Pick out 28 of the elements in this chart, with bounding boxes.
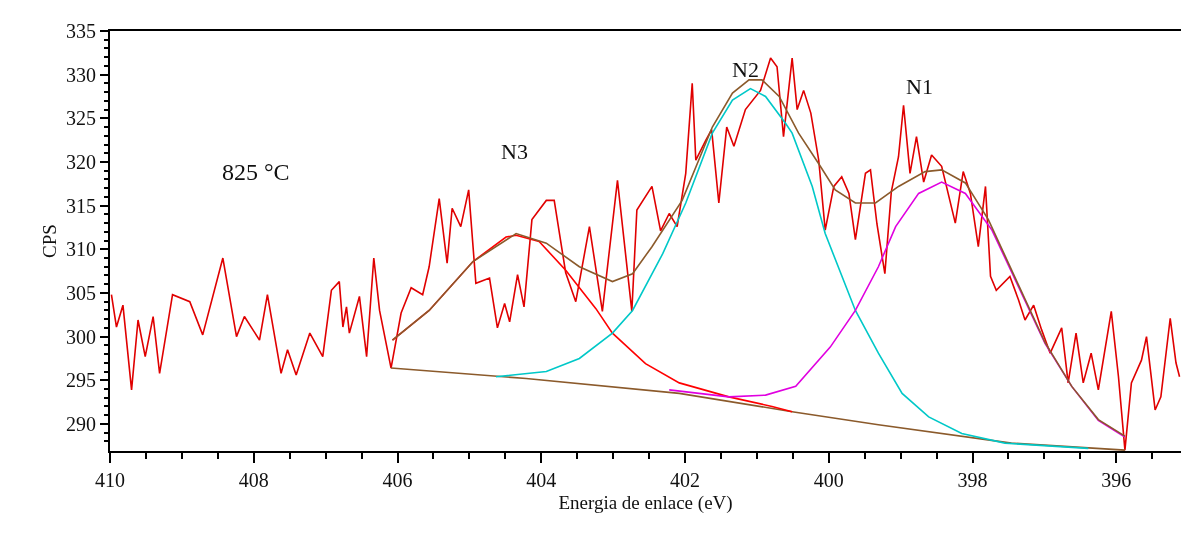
y-tick-label: 320: [66, 150, 96, 173]
annotation: N2: [732, 57, 759, 82]
y-tick-label: 315: [66, 194, 96, 217]
x-tick-label: 398: [957, 469, 988, 491]
line-series: [110, 57, 1181, 451]
x-axis-title: Energia de enlace (eV): [558, 492, 733, 515]
x-tick-label: 408: [238, 469, 269, 491]
x-tick-label: 400: [813, 469, 844, 491]
y-axis-title: CPS: [39, 224, 61, 258]
y-tick-label: 310: [66, 238, 96, 261]
y-tick-label: 305: [66, 281, 96, 304]
line-series: [668, 181, 1126, 438]
x-tick-label: 410: [95, 469, 125, 491]
y-tick-label: 335: [66, 20, 96, 42]
line-series: [391, 79, 1126, 437]
y-tick-label: 295: [66, 369, 96, 392]
x-tick-label: 404: [526, 469, 557, 491]
annotation: 825 °C: [222, 159, 290, 185]
annotation: N3: [501, 139, 528, 164]
annotation: N1: [906, 74, 933, 99]
x-tick-label: 406: [382, 469, 413, 491]
y-tick-label: 300: [66, 325, 96, 348]
x-tick-label: 402: [670, 469, 701, 491]
x-tick-label: 396: [1101, 469, 1132, 491]
y-tick-label: 325: [66, 107, 96, 130]
y-tick-label: 330: [66, 63, 96, 86]
y-tick-label: 290: [66, 412, 96, 435]
line-series: [390, 367, 1126, 451]
